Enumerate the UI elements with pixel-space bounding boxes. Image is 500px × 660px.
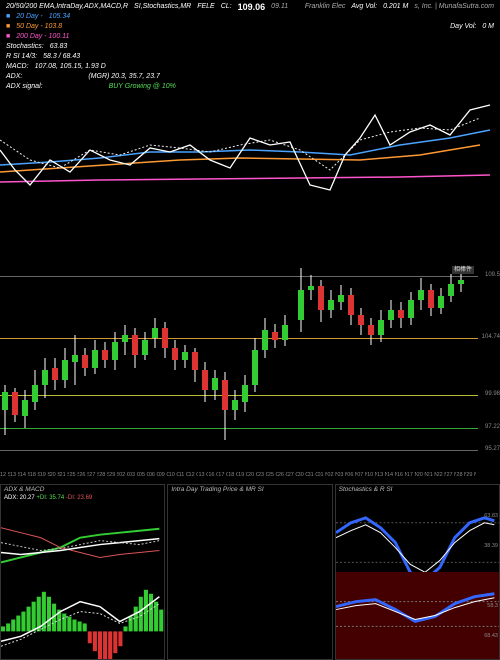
close-value: 109.06 bbox=[238, 2, 266, 12]
ema20-label: 20 Day - bbox=[16, 12, 42, 22]
ema50-dot: ■ bbox=[6, 22, 10, 32]
avg-vol-label: Avg Vol: bbox=[351, 2, 377, 12]
adx-macd-panel: ADX & MACD ADX: 20.27 +DI: 35.74 -DI: 23… bbox=[0, 484, 165, 660]
candlestick-chart: 相棒件 bbox=[0, 240, 500, 470]
macd-label: MACD: bbox=[6, 62, 29, 72]
ema200-label: 200 Day - 100.11 bbox=[16, 32, 69, 42]
price-ema-chart bbox=[0, 90, 500, 220]
intraday-panel: Intra Day Trading Price & MR SI bbox=[167, 484, 332, 660]
company-name: Franklin Elec bbox=[305, 2, 345, 12]
dayvol-value: 0 M bbox=[482, 22, 494, 32]
panel-title-intraday: Intra Day Trading Price & MR SI bbox=[171, 486, 263, 493]
stoch-lbl-1: 63.83 bbox=[484, 513, 498, 519]
rsi-label: R SI 14/3: bbox=[6, 52, 37, 62]
ema200-dot: ■ bbox=[6, 32, 10, 42]
ema20-dot: ■ bbox=[6, 12, 10, 22]
macd-value: 107.08, 105.15, 1.93 D bbox=[35, 62, 106, 72]
close-label: CL: bbox=[221, 2, 232, 12]
adx-value: (MGR) 20.3, 35.7, 23.7 bbox=[88, 72, 160, 82]
rsi-lbl-1: 58.3 bbox=[487, 603, 498, 609]
ema50-label: 50 Day - 103.8 bbox=[16, 22, 62, 32]
avg-vol-value: 0.201 M bbox=[383, 2, 408, 12]
adx-readout: ADX: 20.27 +DI: 35.74 -DI: 23.69 bbox=[4, 495, 92, 501]
rsi-lbl-2: 68.43 bbox=[484, 633, 498, 639]
stochastics-rsi-panel: Stochastics & R SI 63.83 38.39 58.3 68.4… bbox=[335, 484, 500, 660]
rsi-value: 58.3 / 68.43 bbox=[43, 52, 80, 62]
chart-header: 20/50/200 EMA,IntraDay,ADX,MACD,R SI,Sto… bbox=[6, 2, 494, 92]
stochastics-label: Stochastics: bbox=[6, 42, 44, 52]
close-date: 09.11 bbox=[271, 2, 288, 12]
panel-title-stoch: Stochastics & R SI bbox=[339, 486, 393, 493]
symbol-label: FELE bbox=[197, 2, 215, 12]
stoch-lbl-2: 38.39 bbox=[484, 543, 498, 549]
indicator-list-2: SI,Stochastics,MR bbox=[134, 2, 191, 12]
cjk-label-box: 相棒件 bbox=[452, 266, 474, 274]
indicator-list-1: 20/50/200 EMA,IntraDay,ADX,MACD,R bbox=[6, 2, 128, 12]
dayvol-label: Day Vol: bbox=[450, 22, 476, 32]
adx-label: ADX: bbox=[6, 72, 22, 82]
stochastics-value: 63.83 bbox=[50, 42, 68, 52]
indicator-panels-row: ADX & MACD ADX: 20.27 +DI: 35.74 -DI: 23… bbox=[0, 484, 500, 660]
site-label: s, Inc. | MunafaSutra.com bbox=[414, 2, 494, 12]
ema20-value: 105.34 bbox=[49, 12, 70, 22]
panel-title-adx: ADX & MACD bbox=[4, 486, 44, 493]
date-axis: 12 Sep13 Sep14 Sep18 Sep19 Sep20 Sep21 S… bbox=[0, 472, 476, 481]
